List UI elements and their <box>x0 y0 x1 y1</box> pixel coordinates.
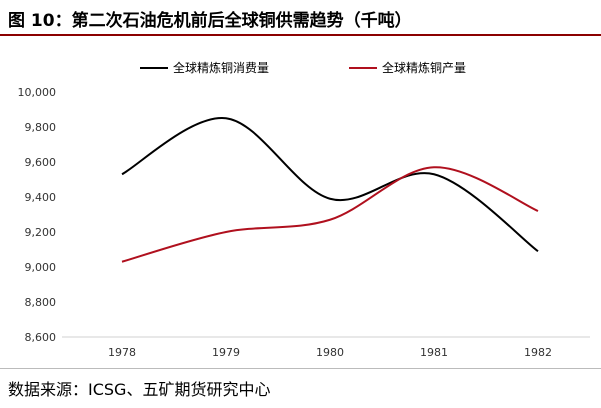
x-tick-label: 1981 <box>420 346 448 359</box>
chart-title: 图 10：第二次石油危机前后全球铜供需趋势（千吨） <box>8 11 412 31</box>
y-tick-label: 10,000 <box>18 86 57 99</box>
y-tick-label: 9,200 <box>25 226 57 239</box>
source-divider <box>0 368 601 369</box>
source-note: 数据来源：ICSG、五矿期货研究中心 <box>8 380 271 399</box>
y-tick-label: 8,800 <box>25 296 57 309</box>
series-line-1 <box>121 117 539 253</box>
y-tick-label: 9,600 <box>25 156 57 169</box>
legend-label: 全球精炼铜消费量 <box>173 60 269 75</box>
series-line-2 <box>121 166 539 263</box>
line-chart: 8,600 8,800 9,000 9,200 9,400 9,600 9,800 10,00… <box>18 60 590 359</box>
x-tick-label: 1979 <box>212 346 240 359</box>
title-divider <box>0 34 601 36</box>
x-tick-label: 1980 <box>316 346 344 359</box>
x-tick-label: 1982 <box>524 346 552 359</box>
y-tick-label: 9,800 <box>25 121 57 134</box>
legend-label: 全球精炼铜产量 <box>382 60 466 75</box>
y-tick-label: 9,000 <box>25 261 57 274</box>
y-tick-label: 9,400 <box>25 191 57 204</box>
y-tick-label: 8,600 <box>25 331 57 344</box>
x-tick-label: 1978 <box>108 346 136 359</box>
